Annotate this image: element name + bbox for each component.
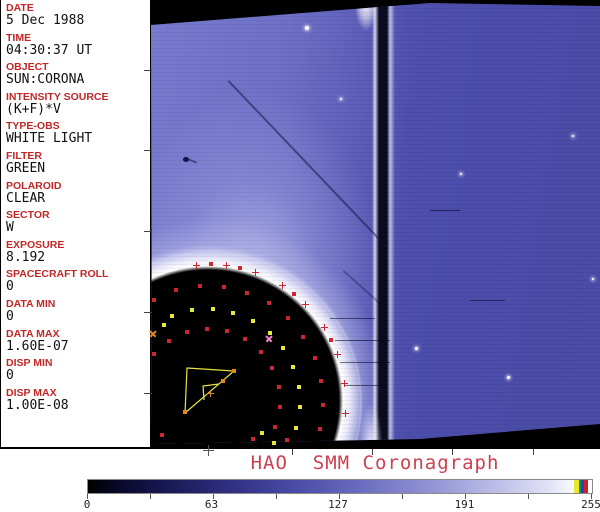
bright-streak-bottom: [358, 382, 384, 444]
metadata-field: SPACECRAFT ROLL 0: [6, 269, 150, 294]
colorbar-tick-label: 127: [328, 498, 348, 511]
intensity-colorbar: [87, 479, 593, 494]
colorbar-saturation-stripe: [584, 480, 588, 493]
metadata-value: 8.192: [6, 249, 46, 265]
metadata-field: TYPE-OBS WHITE LIGHT: [6, 121, 150, 146]
metadata-field: DATA MAX 1.60E-07: [6, 327, 150, 354]
metadata-field: POLAROID CLEAR: [6, 179, 150, 206]
metadata-value: 5 Dec 1988: [6, 13, 85, 28]
axis-tick-left: [144, 150, 152, 151]
metadata-label: DISP MIN: [6, 357, 53, 370]
metadata-label: DATE: [6, 2, 34, 14]
metadata-field: TIME 04:30:37 UT: [6, 31, 150, 58]
axis-tick-bottom: [452, 449, 453, 455]
colorbar-tick: [528, 494, 529, 499]
colorbar-saturation-stripe: [581, 480, 584, 493]
axis-tick-bottom: [533, 449, 534, 455]
metadata-field: DISP MAX 1.00E-08: [6, 386, 150, 413]
panel-bottom-border: [0, 447, 600, 449]
dark-dash: [430, 210, 460, 211]
metadata-sidebar: DATE 5 Dec 1988 TIME 04:30:37 UT OBJECT SUN:C…: [0, 0, 150, 448]
metadata-label: SPACECRAFT ROLL: [6, 268, 109, 281]
axis-tick-left: [144, 312, 152, 313]
coronagraph-image-canvas[interactable]: [150, 0, 600, 447]
metadata-label: DATA MIN: [6, 297, 56, 310]
axis-tick-left: [144, 393, 152, 394]
pylon-shadow-line: [372, 3, 396, 444]
colorbar-tick: [465, 494, 466, 499]
metadata-label: INTENSITY SOURCE: [6, 90, 109, 103]
metadata-field: OBJECT SUN:CORONA: [6, 62, 150, 87]
metadata-field: DISP MIN 0: [6, 358, 150, 383]
colorbar-tick-label: 255: [581, 498, 600, 511]
scanline-texture: [151, 3, 600, 444]
dark-dash: [330, 318, 375, 319]
metadata-label: TYPE-OBS: [6, 120, 60, 133]
star-point: [305, 26, 309, 30]
metadata-value: 1.00E-08: [6, 397, 69, 413]
colorbar-tick-label: 191: [454, 498, 475, 511]
colorbar-saturation-stripe: [574, 480, 579, 493]
metadata-value: W: [6, 220, 14, 236]
colorbar-tick-label: 0: [83, 498, 91, 511]
instrument-title: HAO SMM Coronagraph: [250, 452, 500, 474]
metadata-value: (K+F)*V: [6, 101, 61, 117]
metadata-field: SECTOR W: [6, 210, 150, 235]
colorbar-tick: [402, 494, 403, 499]
metadata-field: EXPOSURE 8.192: [6, 238, 150, 265]
axis-tick-left: [144, 231, 152, 232]
metadata-label: SECTOR: [6, 209, 50, 222]
metadata-value: 0: [6, 279, 14, 295]
metadata-label: EXPOSURE: [6, 238, 65, 251]
metadata-label: DISP MAX: [6, 386, 57, 399]
dark-dash: [345, 385, 385, 386]
colorbar-tick: [87, 494, 88, 499]
colorbar-tick: [339, 494, 340, 499]
colorbar-tick: [150, 494, 151, 499]
axis-tick-bottom: [292, 449, 293, 455]
colorbar-tick: [591, 494, 592, 499]
bright-streak-top: [353, 3, 379, 52]
colorbar-tick: [213, 494, 214, 499]
metadata-value: 1.60E-07: [6, 338, 69, 354]
star-point: [340, 98, 342, 100]
metadata-field: INTENSITY SOURCE (K+F)*V: [6, 90, 150, 117]
axis-tick-bottom: [372, 449, 373, 455]
axis-tick-left: [144, 70, 152, 71]
dark-dash: [335, 340, 390, 341]
dust-speck: [183, 157, 189, 162]
star-point: [460, 173, 462, 175]
metadata-label: DATA MAX: [6, 327, 60, 340]
metadata-label: OBJECT: [6, 61, 49, 74]
colorbar-tick: [276, 494, 277, 499]
dark-dash: [340, 362, 390, 363]
metadata-value: SUN:CORONA: [6, 72, 85, 88]
star-point: [572, 135, 574, 137]
metadata-value: 0: [6, 368, 14, 384]
metadata-value: 04:30:37 UT: [6, 42, 93, 58]
metadata-label: FILTER: [6, 149, 42, 162]
colorbar-tick-label: 63: [204, 498, 219, 511]
metadata-field: DATE 5 Dec 1988: [6, 3, 150, 28]
metadata-value: WHITE LIGHT: [6, 131, 93, 147]
metadata-value: 0: [6, 308, 14, 324]
metadata-label: POLAROID: [6, 179, 62, 192]
coronagraph-photo: [151, 3, 600, 444]
metadata-value: CLEAR: [6, 190, 46, 206]
dark-dash: [470, 300, 505, 301]
colorbar-saturation-stripe: [579, 480, 581, 493]
star-point: [507, 376, 510, 379]
star-point: [592, 278, 594, 280]
star-point: [415, 347, 418, 350]
metadata-field: DATA MIN 0: [6, 297, 150, 324]
metadata-value: GREEN: [6, 160, 46, 176]
metadata-field: FILTER GREEN: [6, 149, 150, 176]
metadata-label: TIME: [6, 31, 32, 44]
